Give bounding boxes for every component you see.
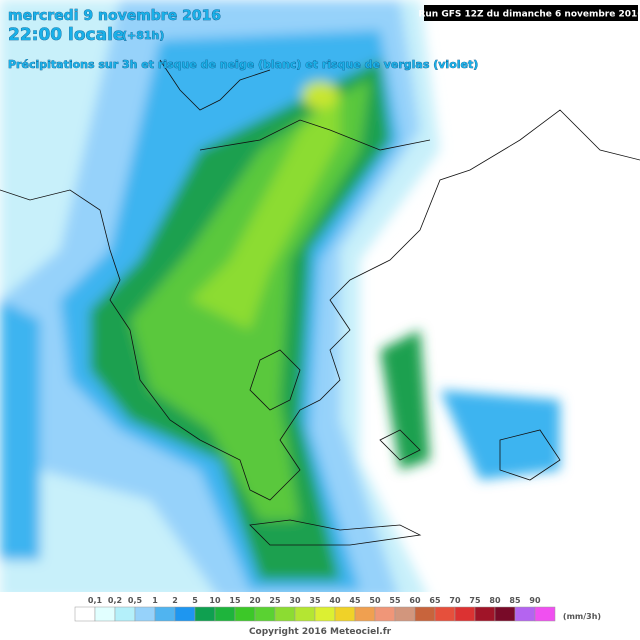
- legend-swatch: [74, 606, 96, 622]
- legend-label: 80: [489, 596, 501, 605]
- legend-swatch: [254, 606, 276, 622]
- legend-label: 20: [249, 596, 261, 605]
- legend-swatch: [274, 606, 296, 622]
- legend-swatch: [494, 606, 516, 622]
- legend-swatch: [434, 606, 456, 622]
- legend-label: 25: [269, 596, 281, 605]
- legend-swatch: [374, 606, 396, 622]
- legend-bar: [74, 606, 556, 622]
- legend-swatch: [474, 606, 496, 622]
- legend-swatch: [334, 606, 356, 622]
- legend-label: 2: [172, 596, 178, 605]
- date: mercredi 9 novembre 2016: [8, 8, 221, 24]
- legend-swatch: [514, 606, 536, 622]
- legend-swatch: [234, 606, 256, 622]
- legend-label: 50: [369, 596, 381, 605]
- legend-label: 75: [469, 596, 481, 605]
- legend-swatch: [114, 606, 136, 622]
- run-box: [424, 5, 638, 21]
- legend-label: 1: [152, 596, 158, 605]
- legend-label: 35: [309, 596, 321, 605]
- legend-swatch: [134, 606, 156, 622]
- precipitation-field: [0, 0, 560, 600]
- legend-label: 40: [329, 596, 341, 605]
- legend-label: 60: [409, 596, 421, 605]
- legend-swatch: [294, 606, 316, 622]
- legend-label: 0,2: [108, 596, 122, 605]
- legend-label: 70: [449, 596, 461, 605]
- coastlines: [0, 59, 640, 546]
- legend-swatch: [454, 606, 476, 622]
- legend-swatch: [214, 606, 236, 622]
- legend-swatch: [394, 606, 416, 622]
- legend-swatch: [174, 606, 196, 622]
- legend-swatch: [194, 606, 216, 622]
- legend-label: 55: [389, 596, 401, 605]
- legend-label: 0,5: [128, 596, 143, 605]
- legend-label: 15: [229, 596, 241, 605]
- legend-swatch: [154, 606, 176, 622]
- lead-time: (+81h): [122, 29, 164, 42]
- legend-label: 30: [289, 596, 301, 605]
- legend-label: 0,1: [88, 596, 103, 605]
- description: Précipitations sur 3h et risque de neige…: [8, 58, 478, 71]
- legend-label: 85: [509, 596, 521, 605]
- time: 22:00 locale: [8, 25, 124, 45]
- run-info: Run GFS 12Z du dimanche 6 novembre 2016: [418, 10, 640, 20]
- legend-label: 5: [192, 596, 198, 605]
- legend-swatch: [94, 606, 116, 622]
- copyright: Copyright 2016 Meteociel.fr: [249, 627, 392, 637]
- legend-swatch: [314, 606, 336, 622]
- legend-unit: (mm/3h): [563, 612, 601, 621]
- legend-swatch: [414, 606, 436, 622]
- legend-swatch: [534, 606, 556, 622]
- legend-swatch: [354, 606, 376, 622]
- legend-label: 90: [529, 596, 541, 605]
- legend-label: 45: [349, 596, 361, 605]
- legend-label: 65: [429, 596, 441, 605]
- legend-label: 10: [209, 596, 221, 605]
